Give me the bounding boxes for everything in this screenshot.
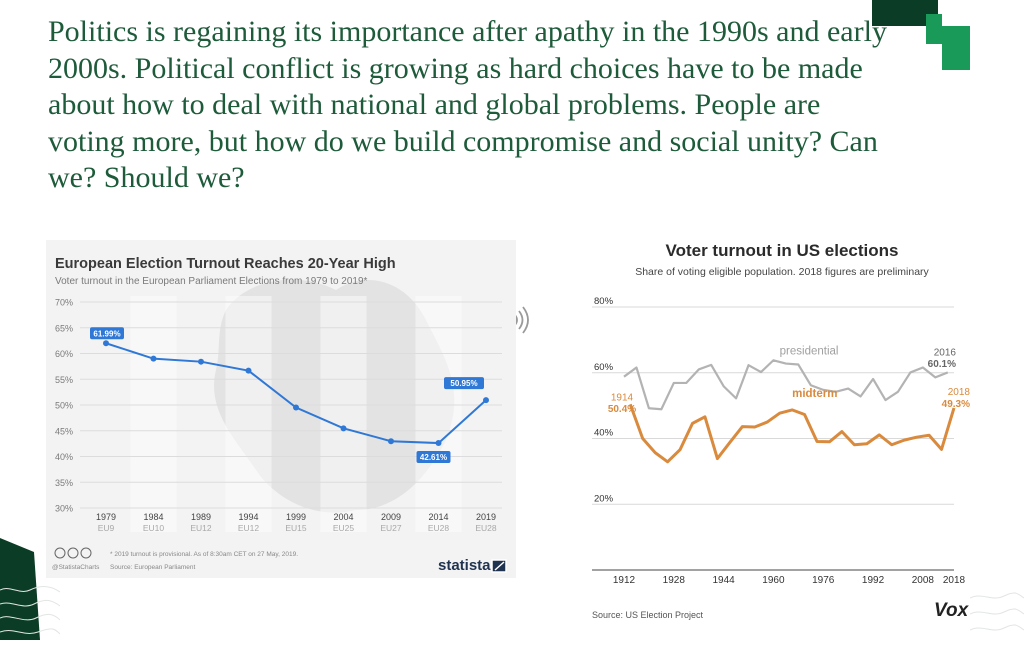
attribution-icon [67, 547, 79, 559]
eu-chart-title: European Election Turnout Reaches 20-Yea… [55, 256, 396, 272]
us-presidential-end-year: 2016 [934, 347, 957, 358]
corner-accent-top-right [872, 0, 1024, 72]
eu-y-tick-label: 65% [55, 323, 73, 333]
us-chart-subtitle: Share of voting eligible population. 201… [635, 266, 929, 278]
eu-turnout-chart: European Election Turnout Reaches 20-Yea… [46, 240, 516, 578]
eu-value-callout-label: 42.61% [420, 453, 447, 462]
us-presidential-end-value: 60.1% [928, 359, 956, 370]
eu-chart-subtitle: Voter turnout in the European Parliament… [55, 276, 368, 287]
eu-x-tick-label: 2004 [333, 512, 353, 522]
eu-data-point [340, 425, 347, 432]
eu-x-sublabel: EU10 [143, 523, 165, 533]
eu-source: Source: European Parliament [110, 564, 195, 571]
us-midterm-end-year: 2018 [948, 387, 971, 398]
statista-logo: statista [438, 557, 491, 574]
us-x-tick-label: 1960 [762, 575, 785, 586]
eu-y-tick-label: 50% [55, 401, 73, 411]
sketch-pattern-bottom-left [0, 580, 61, 640]
us-chart-title: Voter turnout in US elections [666, 241, 899, 260]
statista-handle: @StatistaCharts [52, 564, 100, 571]
eu-y-tick-label: 35% [55, 478, 73, 488]
eu-data-point [388, 438, 394, 445]
us-series-line-midterm [628, 403, 956, 464]
eu-y-tick-label: 55% [55, 375, 73, 385]
us-midterm-end-value: 49.3% [942, 399, 970, 410]
us-y-tick-label: 80% [594, 296, 614, 307]
eu-data-point [198, 358, 204, 365]
us-series-label-presidential: presidential [780, 346, 839, 358]
eu-x-tick-label: 1999 [286, 512, 306, 522]
eu-x-tick-label: 1994 [238, 512, 258, 522]
eu-column-band [225, 296, 272, 532]
us-x-tick-label: 1928 [663, 575, 686, 586]
eu-footnote: * 2019 turnout is provisional. As of 8:3… [110, 551, 298, 558]
eu-value-callout-label: 50.95% [450, 379, 477, 388]
eu-data-point [245, 367, 252, 374]
eu-y-tick-label: 30% [55, 504, 73, 514]
eu-y-tick-label: 60% [55, 349, 73, 359]
eu-x-sublabel: EU15 [285, 523, 307, 533]
eu-data-point [483, 397, 489, 404]
us-x-tick-label: 2018 [943, 575, 966, 586]
eu-y-tick-label: 40% [55, 452, 73, 462]
us-x-tick-label: 1992 [862, 575, 885, 586]
cc-license-icon [54, 547, 66, 559]
eu-x-sublabel: EU25 [333, 523, 355, 533]
eu-x-tick-label: 2019 [476, 512, 496, 522]
vox-logo: Vox [934, 600, 970, 621]
us-y-tick-label: 20% [594, 493, 614, 504]
eu-y-tick-label: 70% [55, 298, 73, 308]
eu-data-point [435, 440, 442, 447]
eu-x-tick-label: 1984 [143, 512, 163, 522]
eu-data-point [150, 355, 157, 362]
us-x-tick-label: 1912 [613, 575, 636, 586]
us-source: Source: US Election Project [592, 610, 704, 620]
europe-map-silhouette [214, 279, 455, 513]
us-y-tick-label: 60% [594, 362, 614, 373]
statista-logo-mark [491, 559, 507, 573]
no-derivatives-icon [80, 547, 92, 559]
us-turnout-chart: Voter turnout in US elections Share of v… [584, 234, 980, 626]
slide-title: Politics is regaining its importance aft… [48, 15, 887, 194]
us-midterm-start-value: 50.4% [608, 404, 636, 415]
eu-x-sublabel: EU28 [475, 523, 497, 533]
eu-x-tick-label: 1979 [96, 512, 116, 522]
eu-y-tick-label: 45% [55, 426, 73, 436]
us-series-label-midterm: midterm [792, 388, 837, 400]
eu-x-tick-label: 2009 [381, 512, 401, 522]
us-x-tick-label: 1944 [712, 575, 735, 586]
eu-value-callout-label: 61.99% [93, 329, 120, 338]
eu-value-callout-box [444, 377, 484, 390]
eu-column-band [320, 296, 367, 532]
eu-x-tick-label: 2014 [428, 512, 448, 522]
us-midterm-start-year: 1914 [611, 392, 634, 403]
eu-data-point [103, 340, 109, 347]
eu-x-sublabel: EU12 [190, 523, 212, 533]
us-x-tick-label: 1976 [812, 575, 835, 586]
us-chart-svg: Voter turnout in US elections Share of v… [592, 241, 971, 621]
eu-x-sublabel: EU28 [428, 523, 450, 533]
eu-x-sublabel: EU9 [98, 523, 115, 533]
corner-accent-bottom-left [0, 538, 46, 640]
us-x-tick-label: 2008 [912, 575, 935, 586]
eu-x-sublabel: EU12 [238, 523, 260, 533]
eu-value-callout-box [90, 327, 124, 340]
eu-data-point [293, 404, 299, 411]
eu-chart-svg: European Election Turnout Reaches 20-Yea… [46, 240, 516, 578]
sketch-pattern-bottom-right [969, 586, 1024, 640]
eu-column-band [415, 296, 462, 532]
us-y-tick-label: 40% [594, 428, 614, 439]
us-series-line-presidential [623, 359, 949, 411]
eu-value-callout-box [416, 451, 451, 464]
eu-column-band [130, 296, 177, 532]
eu-x-tick-label: 1989 [191, 512, 211, 522]
eu-x-sublabel: EU27 [380, 523, 402, 533]
